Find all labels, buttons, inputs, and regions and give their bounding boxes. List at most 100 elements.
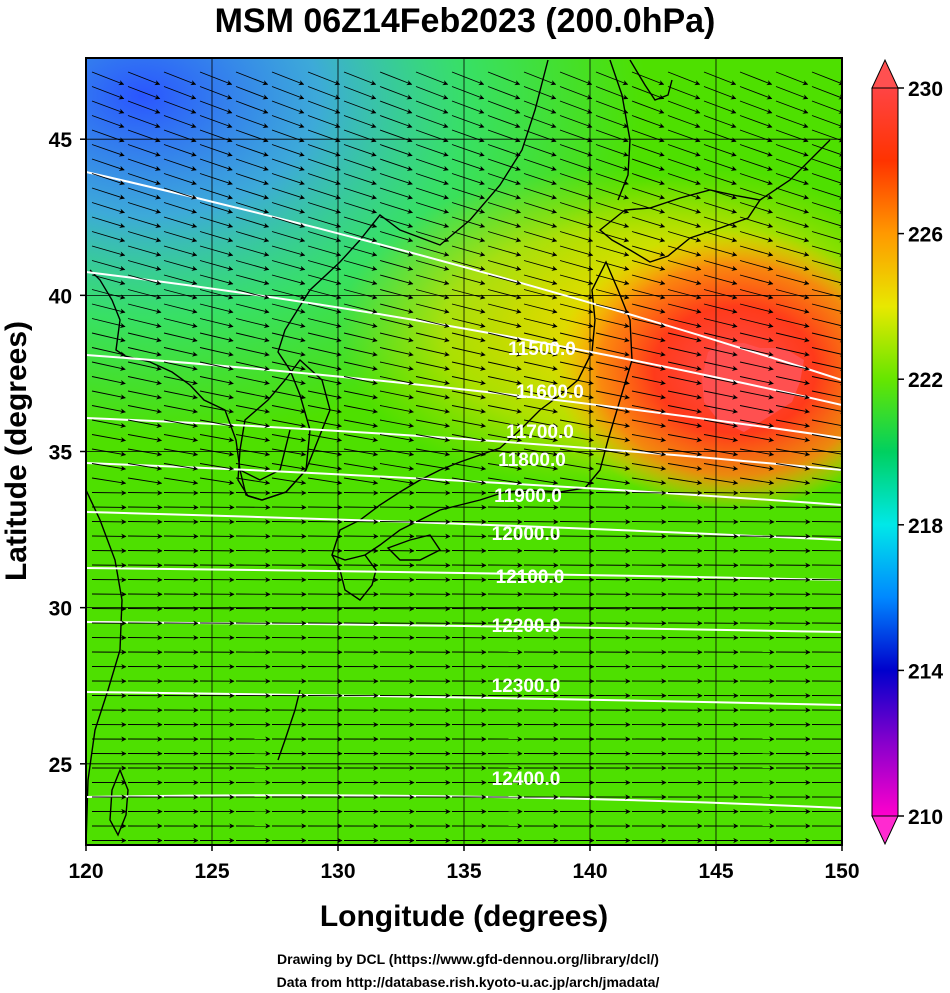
wind-vector — [559, 332, 594, 343]
wind-vector — [739, 202, 773, 214]
y-tick-label: 40 — [49, 285, 72, 308]
wind-vector — [487, 477, 523, 486]
wind-vector — [163, 202, 197, 214]
wind-vector — [127, 71, 161, 86]
wind-vector — [595, 347, 630, 357]
wind-vector — [415, 405, 450, 414]
wind-vector — [91, 187, 125, 200]
wind-vector — [703, 100, 737, 114]
wind-vector — [703, 390, 738, 400]
contour-label: 11500.0 — [508, 339, 576, 360]
wind-vector — [739, 260, 774, 271]
wind-vector — [235, 347, 270, 357]
wind-vector — [631, 405, 666, 414]
wind-vector — [487, 231, 522, 243]
wind-vector — [271, 448, 307, 457]
wind-vector — [271, 129, 305, 143]
wind-vector — [631, 245, 666, 257]
wind-vector — [91, 376, 126, 386]
wind-vector — [451, 477, 487, 486]
wind-vector — [811, 390, 842, 400]
wind-vector — [199, 100, 233, 114]
wind-vector — [307, 231, 342, 243]
wind-vector — [775, 289, 810, 300]
wind-vector — [415, 347, 450, 357]
wind-vector — [775, 245, 810, 257]
wind-vector — [703, 173, 737, 186]
wind-vector — [775, 376, 810, 386]
wind-vector — [91, 390, 126, 400]
wind-vector — [775, 477, 811, 486]
wind-vector — [343, 347, 378, 357]
wind-vector — [451, 332, 486, 343]
wind-vector — [343, 434, 378, 443]
wind-vector — [199, 347, 234, 357]
wind-vector — [595, 231, 630, 243]
wind-vector — [271, 405, 306, 414]
wind-vector — [415, 245, 450, 257]
wind-vector — [199, 245, 234, 257]
wind-vector — [451, 100, 485, 114]
wind-vector — [559, 71, 593, 86]
wind-vector — [559, 376, 594, 386]
wind-vector — [523, 129, 557, 143]
wind-vector — [379, 158, 413, 171]
wind-vector — [415, 231, 450, 243]
wind-vector — [199, 202, 233, 214]
wind-vector — [523, 173, 557, 186]
credit-data: Data from http://database.rish.kyoto-u.a… — [277, 974, 660, 990]
wind-vector — [163, 144, 197, 157]
wind-vector — [559, 477, 595, 486]
wind-vector — [595, 332, 630, 343]
wind-vector — [127, 100, 161, 114]
colorbar: 230 226 222 218 214 210 — [871, 58, 943, 846]
wind-vector — [343, 477, 379, 486]
wind-vector — [307, 144, 341, 157]
wind-vector — [415, 129, 449, 143]
x-tick-label: 145 — [698, 860, 733, 883]
wind-vector — [775, 390, 810, 400]
wind-vector — [523, 332, 558, 343]
coast-taiwan — [109, 768, 129, 837]
wind-vector — [91, 419, 126, 429]
wind-vector — [127, 332, 162, 343]
wind-vector — [667, 303, 702, 314]
wind-vector — [199, 231, 234, 243]
wind-vector — [739, 187, 773, 200]
wind-vector — [271, 419, 306, 429]
wind-vector — [703, 71, 737, 86]
wind-vector — [235, 158, 269, 171]
wind-vector — [91, 173, 125, 186]
wind-vector — [559, 274, 594, 286]
wind-vector — [487, 361, 522, 371]
wind-vector — [127, 434, 162, 443]
wind-vector — [163, 71, 197, 86]
wind-vector — [523, 477, 559, 486]
wind-vector — [703, 260, 738, 271]
wind-vector — [415, 303, 450, 314]
x-tick-label: 135 — [446, 860, 481, 883]
wind-vector — [235, 129, 269, 143]
wind-vector — [703, 144, 737, 157]
colorbar-tick-label: 210 — [908, 806, 943, 829]
y-tick-label: 45 — [49, 129, 73, 152]
wind-vector — [559, 419, 594, 429]
wind-vector — [703, 245, 738, 257]
wind-vector — [811, 434, 842, 443]
x-tick-label: 140 — [572, 860, 607, 883]
wind-vector — [703, 216, 738, 229]
wind-vector — [487, 158, 521, 171]
wind-vector — [523, 86, 557, 100]
wind-vector — [91, 463, 127, 471]
wind-vector — [271, 477, 307, 486]
wind-vector — [379, 477, 415, 486]
wind-vector — [559, 405, 594, 414]
height-contour-line — [86, 354, 842, 439]
wind-vector — [451, 434, 486, 443]
coast-honshu — [331, 260, 633, 561]
wind-vector — [631, 361, 666, 371]
wind-vector — [307, 463, 343, 471]
wind-vector — [415, 463, 451, 471]
wind-vector — [91, 289, 126, 300]
wind-vector — [307, 173, 341, 186]
